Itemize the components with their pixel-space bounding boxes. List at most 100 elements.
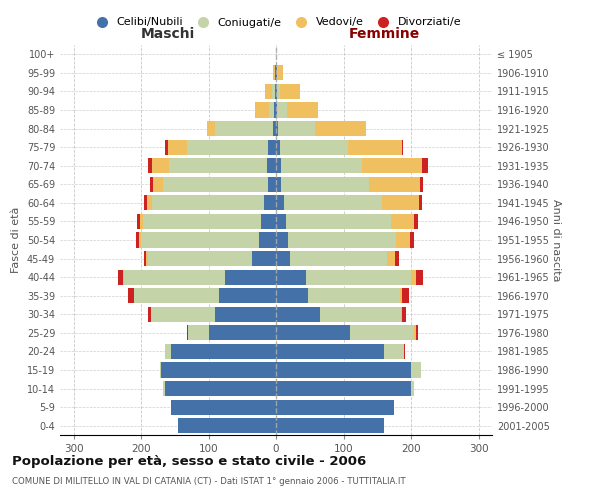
Bar [382, 195, 419, 210]
Bar [140, 214, 143, 229]
Bar [269, 102, 274, 118]
Bar [164, 140, 168, 155]
Bar [402, 288, 409, 304]
Bar [272, 121, 276, 136]
Bar [290, 251, 388, 266]
Bar [272, 84, 275, 99]
Bar [288, 232, 396, 248]
Bar [144, 195, 147, 210]
Bar [276, 121, 278, 136]
Bar [169, 158, 266, 174]
Bar [315, 121, 366, 136]
Bar [207, 121, 215, 136]
Bar [284, 195, 382, 210]
Bar [415, 214, 418, 229]
Bar [276, 102, 277, 118]
Bar [163, 381, 164, 396]
Bar [128, 288, 134, 304]
Bar [276, 140, 280, 155]
Text: Maschi: Maschi [141, 28, 195, 42]
Bar [308, 288, 400, 304]
Bar [137, 214, 140, 229]
Bar [416, 270, 423, 285]
Bar [124, 270, 226, 285]
Bar [261, 214, 276, 229]
Text: Femmine: Femmine [349, 28, 419, 42]
Bar [178, 418, 276, 434]
Bar [369, 176, 420, 192]
Bar [401, 306, 402, 322]
Bar [215, 306, 276, 322]
Bar [265, 84, 272, 99]
Bar [134, 288, 218, 304]
Text: Popolazione per età, sesso e stato civile - 2006: Popolazione per età, sesso e stato civil… [12, 455, 366, 468]
Bar [276, 288, 308, 304]
Bar [276, 381, 411, 396]
Bar [276, 270, 307, 285]
Bar [215, 121, 272, 136]
Bar [396, 232, 410, 248]
Bar [152, 158, 169, 174]
Bar [276, 84, 277, 99]
Bar [164, 344, 172, 359]
Bar [172, 344, 276, 359]
Bar [401, 140, 403, 155]
Bar [273, 65, 275, 80]
Bar [277, 65, 278, 80]
Bar [188, 325, 209, 340]
Bar [287, 102, 318, 118]
Bar [253, 251, 276, 266]
Bar [209, 325, 276, 340]
Bar [144, 251, 146, 266]
Bar [400, 288, 402, 304]
Bar [148, 158, 152, 174]
Bar [276, 251, 290, 266]
Bar [275, 65, 276, 80]
Bar [187, 325, 188, 340]
Bar [164, 381, 276, 396]
Bar [118, 270, 124, 285]
Bar [347, 140, 401, 155]
Bar [278, 121, 315, 136]
Bar [147, 195, 152, 210]
Bar [362, 158, 422, 174]
Bar [148, 306, 151, 322]
Bar [268, 140, 276, 155]
Bar [402, 306, 406, 322]
Bar [320, 306, 401, 322]
Bar [168, 140, 187, 155]
Y-axis label: Fasce di età: Fasce di età [11, 207, 21, 273]
Bar [280, 140, 347, 155]
Bar [226, 270, 276, 285]
Bar [276, 195, 284, 210]
Bar [172, 400, 276, 415]
Bar [143, 214, 261, 229]
Bar [286, 214, 391, 229]
Text: COMUNE DI MILITELLO IN VAL DI CATANIA (CT) - Dati ISTAT 1° gennaio 2006 - TUTTIT: COMUNE DI MILITELLO IN VAL DI CATANIA (C… [12, 478, 406, 486]
Bar [411, 362, 421, 378]
Bar [281, 176, 369, 192]
Bar [276, 176, 281, 192]
Bar [150, 176, 153, 192]
Bar [395, 251, 399, 266]
Bar [278, 65, 283, 80]
Bar [384, 344, 404, 359]
Bar [136, 232, 139, 248]
Bar [268, 176, 276, 192]
Y-axis label: Anni di nascita: Anni di nascita [551, 198, 561, 281]
Bar [276, 400, 394, 415]
Bar [276, 158, 281, 174]
Bar [255, 102, 269, 118]
Bar [153, 176, 163, 192]
Legend: Celibi/Nubili, Coniugati/e, Vedovi/e, Divorziati/e: Celibi/Nubili, Coniugati/e, Vedovi/e, Di… [86, 13, 466, 32]
Bar [276, 214, 286, 229]
Bar [274, 102, 276, 118]
Bar [391, 214, 415, 229]
Bar [281, 158, 362, 174]
Bar [410, 232, 414, 248]
Bar [276, 232, 288, 248]
Bar [416, 325, 418, 340]
Bar [139, 232, 141, 248]
Bar [276, 362, 411, 378]
Bar [422, 158, 428, 174]
